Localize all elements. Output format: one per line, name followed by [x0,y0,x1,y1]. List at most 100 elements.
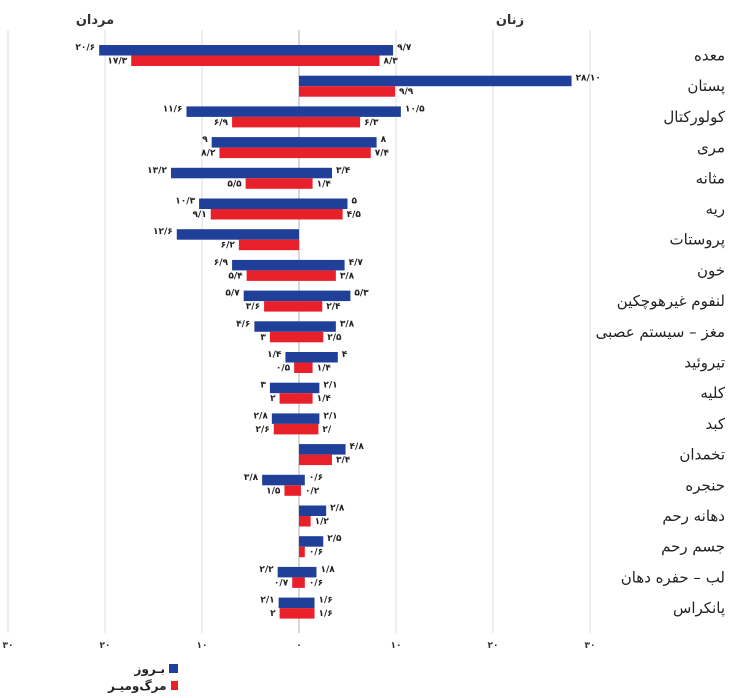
value-label-men-mortality: ۱۷/۳ [107,57,127,67]
bar-women-incidence [299,413,320,424]
bar-men-incidence [243,290,299,302]
bars [99,45,572,619]
value-label-women-mortality: ۰/۶ [309,578,323,588]
bar-women-mortality [299,147,371,159]
category-label: مثانه [696,169,725,187]
bar-women-mortality [299,546,305,558]
bar-men-incidence [170,167,299,179]
value-label-men-incidence: ۳/۸ [244,473,259,483]
bar-men-incidence [262,474,299,486]
x-tick-label: ۳۰ [585,641,596,651]
value-label-men-mortality: ۳ [260,333,266,343]
bar-women-mortality [299,485,301,496]
legend: بـروز مرگ‌ومیـر [108,660,178,694]
value-label-men-incidence: ۲۰/۶ [75,43,95,53]
bar-women-incidence [299,45,394,56]
bar-men-incidence [176,229,299,240]
bar-men-incidence [285,352,299,363]
value-label-men-mortality: ۱/۵ [266,486,281,496]
bar-women-mortality [299,270,336,281]
value-label-men-incidence: ۱/۴ [267,350,282,360]
bar-men-incidence [269,382,299,394]
category-label: تیروئید [684,354,725,372]
legend-swatch-mortality [170,681,178,690]
bar-women-incidence [299,106,401,117]
value-label-women-mortality: ۱/۶ [319,609,333,619]
left-side-title: مردان [76,13,114,28]
right-side-title: زنان [496,13,524,28]
category-label: پستان [687,77,725,96]
bar-women-incidence [299,259,345,271]
category-labels: معده پستان کولورکتال مری مثانه ریه پروستات خون ل… [596,47,726,619]
grid-lines [7,30,591,633]
legend-item-incidence: بـروز [108,660,178,677]
x-tick-label: ۱۰ [197,641,208,651]
value-labels: ۲۰/۶۱۷/۳۹/۷۸/۳۲۸/۱۰۹/۹۱۱/۶۶/۹۱۰/۵۶/۳۹۸/۲… [75,43,600,619]
bar-men-mortality [238,239,299,251]
bar-women-incidence [299,444,346,455]
value-label-women-incidence: ۲/۸ [330,504,345,514]
value-label-women-mortality: ۹/۹ [399,87,414,97]
bar-women-incidence [299,597,315,609]
value-label-women-incidence: ۵ [352,197,358,207]
value-label-men-incidence: ۹ [202,135,208,145]
bar-women-incidence [299,382,320,394]
value-label-men-incidence: ۴/۶ [236,319,250,329]
value-label-women-incidence: ۱۰/۵ [405,104,425,114]
bar-men-incidence [254,321,299,332]
value-label-men-mortality: ۵/۴ [228,271,243,281]
value-label-women-mortality: ۲/۴ [326,302,341,312]
legend-label-incidence: بـروز [134,661,165,676]
bar-men-incidence [186,106,299,117]
bar-men-mortality [245,178,299,189]
bar-men-incidence [211,137,299,148]
bar-women-incidence [299,566,317,578]
value-label-men-incidence: ۲/۸ [254,411,269,421]
value-label-men-incidence: ۲/۱ [260,596,274,606]
value-label-women-incidence: ۴/۷ [349,258,364,268]
category-label: مری [697,139,725,157]
bar-men-mortality [210,209,299,220]
value-label-women-incidence: ۲/۵ [327,534,342,544]
category-label: پروستات [670,231,725,250]
bar-men-incidence [271,413,299,424]
bar-men-mortality [284,485,299,496]
bar-women-incidence [299,167,332,179]
value-label-men-mortality: ۹/۱ [192,210,206,220]
value-label-men-mortality: ۶/۲ [221,241,236,251]
x-tick-label: ۰ [296,641,302,651]
value-label-women-incidence: ۳/۴ [336,166,351,176]
value-label-men-incidence: ۵/۷ [225,289,240,299]
value-label-women-mortality: ۱/۴ [317,394,332,404]
legend-label-mortality: مرگ‌ومیـر [108,678,167,693]
bar-women-mortality [299,454,332,466]
value-label-men-incidence: ۶/۹ [214,258,229,268]
bar-women-incidence [299,505,327,516]
bar-men-mortality [273,423,299,435]
bar-women-mortality [299,209,343,220]
bar-women-mortality [299,608,315,619]
category-label: معده [694,47,725,65]
bar-women-mortality [299,301,323,312]
category-label: کلیه [700,384,726,402]
bar-women-mortality [299,393,313,404]
value-label-women-mortality: ۱/۴ [317,364,332,374]
value-label-women-mortality: ۷/۴ [375,149,390,159]
value-label-women-incidence: ۱/۶ [319,596,333,606]
bar-men-mortality [294,362,299,373]
bar-men-incidence [277,566,299,578]
bar-men-incidence [199,198,299,209]
value-label-men-incidence: ۱۳/۲ [147,166,167,176]
category-label: کبد [705,415,725,433]
bar-men-mortality [292,577,299,588]
x-axis-ticks: ۳۰ ۲۰ ۱۰ ۰ ۱۰ ۲۰ ۳۰ [3,641,596,651]
bar-women-mortality [299,331,324,343]
value-label-women-incidence: ۰/۶ [309,473,323,483]
category-label: جسم رحم [661,538,725,556]
bar-women-mortality [299,362,313,373]
value-label-men-incidence: ۱۱/۶ [163,104,183,114]
value-label-men-incidence: ۱۰/۳ [175,197,195,207]
value-label-men-mortality: ۲/۶ [255,425,269,435]
bar-men-incidence [232,259,299,271]
